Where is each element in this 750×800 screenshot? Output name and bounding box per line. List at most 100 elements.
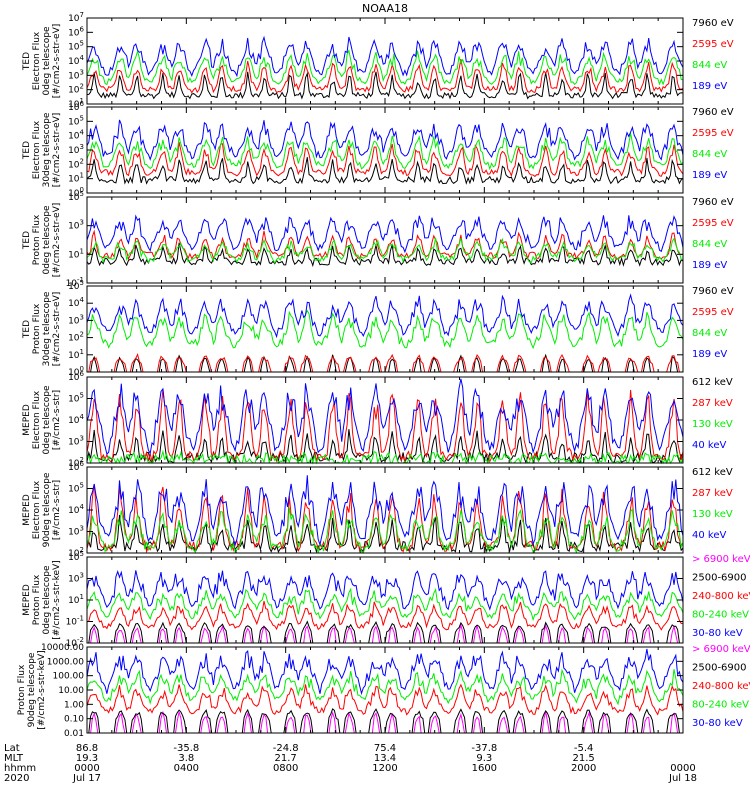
y-tick-label: 101 xyxy=(68,172,84,185)
x-tick-label: 13.4 xyxy=(374,753,396,764)
y-tick-label: 103 xyxy=(68,435,84,448)
x-tick-label: 0400 xyxy=(174,763,199,774)
x-tick-label: 9.3 xyxy=(476,753,492,764)
series-line-2 xyxy=(86,388,684,464)
x-tick-label: Jul 18 xyxy=(668,773,697,784)
x-tick-label: -5.4 xyxy=(574,743,594,754)
series-line-1 xyxy=(86,71,684,100)
x-tick-label: 0800 xyxy=(273,763,298,774)
series-line-4 xyxy=(86,378,684,456)
legend-8-1: > 6900 keV xyxy=(692,644,750,655)
y-tick-label: 104 xyxy=(68,413,84,426)
panel-frame xyxy=(86,17,684,105)
y-axis-label: TEDProton Flux30deg telescope[#/cm2-s-st… xyxy=(22,291,62,366)
y-tick-label: 0.01 xyxy=(64,729,84,739)
series-line-3 xyxy=(86,683,684,716)
y-tick-label: 103 xyxy=(68,313,84,326)
panel-frame xyxy=(86,196,684,284)
series-line-5 xyxy=(86,648,684,696)
series-line-4 xyxy=(86,475,684,547)
legend-2-2: 2595 eV xyxy=(692,128,734,139)
x-row-label: hhmm xyxy=(4,763,36,774)
y-axis-label: MEPEDElectron Flux0deg telescope[#/cm2-s… xyxy=(22,385,62,455)
legend-6-2: 287 keV xyxy=(692,488,733,499)
legend-4-3: 844 eV xyxy=(692,328,727,339)
y-tick-label: 101 xyxy=(68,593,84,606)
y-tick-label: 101 xyxy=(68,247,84,260)
y-tick-label: 10-1 xyxy=(66,615,84,628)
legend-7-3: 240-800 keV xyxy=(692,591,750,602)
legend-3-2: 2595 eV xyxy=(692,218,734,229)
legend-7-1: > 6900 keV xyxy=(692,554,750,565)
legend-7-5: 30-80 keV xyxy=(692,628,743,639)
legend-8-5: 30-80 keV xyxy=(692,718,743,729)
series-line-4 xyxy=(86,35,684,78)
series-line-3 xyxy=(86,237,684,264)
y-tick-label: 1000.00 xyxy=(47,657,84,667)
y-tick-label: 10000.00 xyxy=(41,643,84,653)
y-tick-label: 103 xyxy=(68,68,84,81)
legend-3-4: 189 eV xyxy=(692,260,727,271)
series-line-5 xyxy=(86,570,684,611)
y-tick-label: 104 xyxy=(68,296,84,309)
legend-6-1: 612 keV xyxy=(692,467,733,478)
y-tick-label: 10.00 xyxy=(58,686,84,696)
x-tick-label: 75.4 xyxy=(374,743,396,754)
y-tick-label: 103 xyxy=(68,143,84,156)
series-line-4 xyxy=(86,587,684,622)
legend-5-1: 612 keV xyxy=(692,377,733,388)
legend-1-1: 7960 eV xyxy=(692,18,734,29)
y-tick-label: 1.00 xyxy=(64,700,84,710)
y-axis-label: TEDProton Flux0deg telescope[#/cm2-s-str… xyxy=(22,203,62,278)
series-line-4 xyxy=(86,293,684,339)
x-tick-label: 1600 xyxy=(472,763,497,774)
legend-4-2: 2595 eV xyxy=(692,307,734,318)
legend-1-4: 189 eV xyxy=(692,81,727,92)
y-tick-label: 102 xyxy=(68,157,84,170)
x-row-label: 2020 xyxy=(4,773,29,784)
y-tick-label: 105 xyxy=(68,40,84,53)
y-tick-label: 105 xyxy=(68,392,84,405)
panel-8: > 6900 keV 2500-6900 240-800 keV 80-240 keV… xyxy=(17,643,750,739)
y-tick-label: 107 xyxy=(68,11,84,24)
series-line-3 xyxy=(86,309,684,350)
legend-4-1: 7960 eV xyxy=(692,286,734,297)
x-tick-label: 0000 xyxy=(74,763,99,774)
x-tick-label: 3.8 xyxy=(178,753,194,764)
legend-2-1: 7960 eV xyxy=(692,107,734,118)
y-tick-label: 100.00 xyxy=(53,672,85,682)
figure-title: NOAA18 xyxy=(362,2,408,15)
legend-8-2: 2500-6900 xyxy=(692,663,747,674)
y-tick-label: 102 xyxy=(68,83,84,96)
y-axis-label: MEPEDProton Flux0deg telescope[#/cm2-s-s… xyxy=(22,560,62,639)
series-line-4 xyxy=(86,119,684,161)
legend-2-3: 844 eV xyxy=(692,149,727,160)
legend-5-2: 287 keV xyxy=(692,398,733,409)
legend-1-3: 844 eV xyxy=(692,60,727,71)
series-line-1 xyxy=(86,157,684,185)
y-tick-label: 102 xyxy=(68,331,84,344)
x-tick-label: 86.8 xyxy=(76,743,98,754)
y-tick-label: 104 xyxy=(68,54,84,67)
legend-5-3: 130 keV xyxy=(692,419,733,430)
series-line-2 xyxy=(86,59,684,94)
y-axis-label: TEDElectron Flux0deg telescope[#/cm2-s-s… xyxy=(22,24,62,99)
x-tick-label: -24.8 xyxy=(273,743,299,754)
x-tick-label: Jul 17 xyxy=(72,773,101,784)
series-line-3 xyxy=(86,600,684,631)
y-tick-label: 101 xyxy=(68,348,84,361)
legend-8-3: 240-800 keV xyxy=(692,681,750,692)
y-tick-label: 105 xyxy=(68,114,84,127)
legend-3-3: 844 eV xyxy=(692,239,727,250)
y-axis-label: Proton Flux90deg telescope[#/cm2-s-str-k… xyxy=(17,650,47,729)
legend-3-1: 7960 eV xyxy=(692,197,734,208)
legend-1-2: 2595 eV xyxy=(692,39,734,50)
y-tick-label: 105 xyxy=(68,482,84,495)
